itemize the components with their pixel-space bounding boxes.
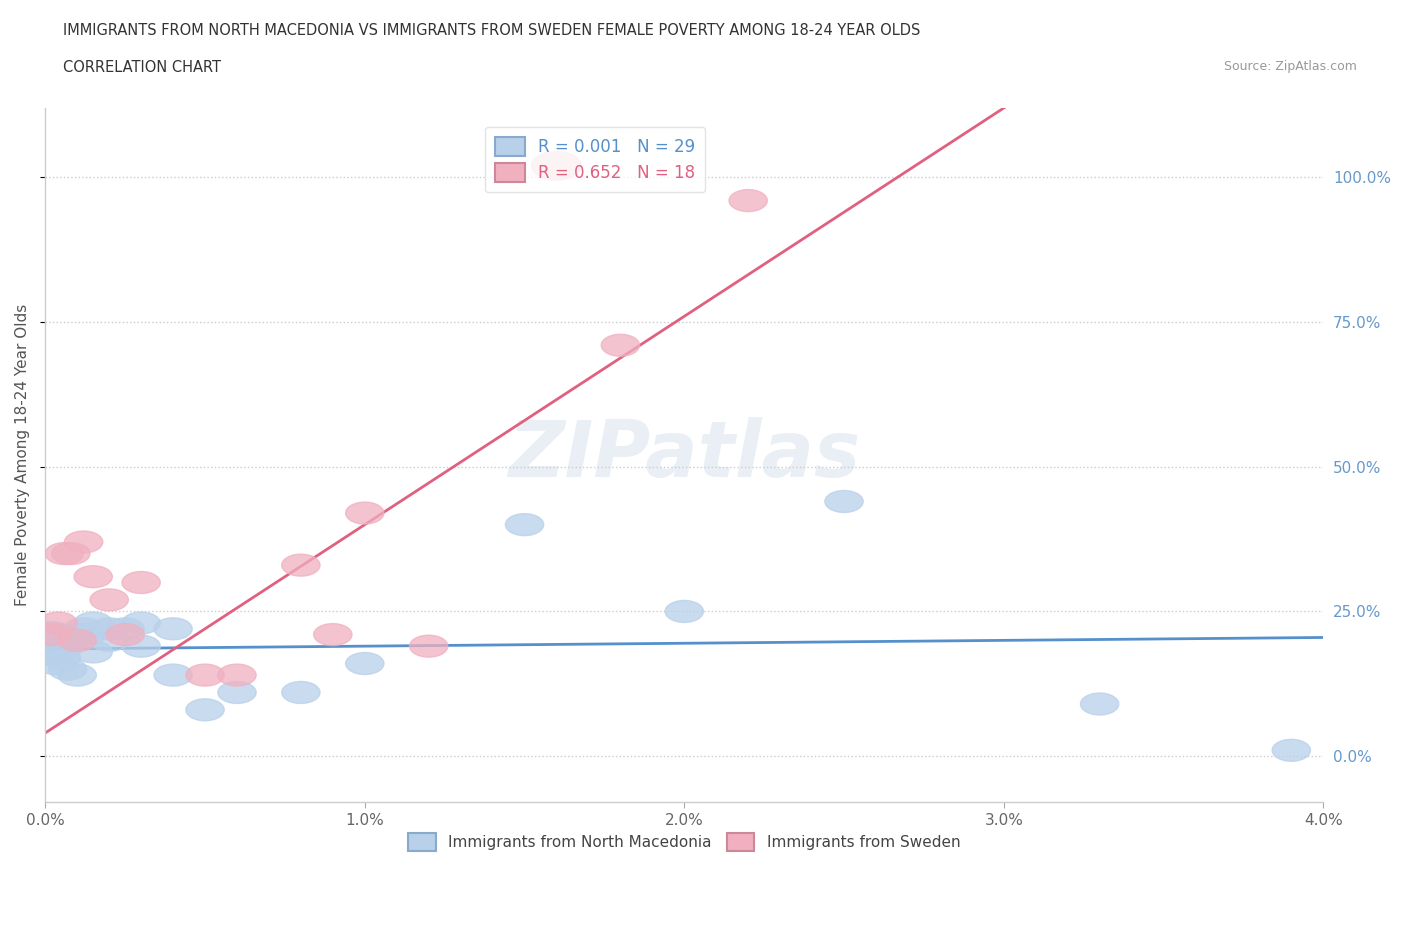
Ellipse shape [1272,739,1310,762]
Ellipse shape [58,624,97,645]
Ellipse shape [105,624,145,645]
Ellipse shape [42,646,80,669]
Y-axis label: Female Poverty Among 18-24 Year Olds: Female Poverty Among 18-24 Year Olds [15,304,30,606]
Ellipse shape [314,624,352,645]
Ellipse shape [13,621,83,665]
Ellipse shape [52,630,90,651]
Text: ZIPatlas: ZIPatlas [508,418,860,493]
Ellipse shape [67,624,105,645]
Ellipse shape [409,635,449,658]
Ellipse shape [186,698,224,721]
Ellipse shape [346,653,384,674]
Ellipse shape [122,612,160,634]
Ellipse shape [65,531,103,553]
Ellipse shape [281,682,321,703]
Text: CORRELATION CHART: CORRELATION CHART [63,60,221,75]
Ellipse shape [39,641,77,663]
Ellipse shape [32,624,70,645]
Ellipse shape [505,513,544,536]
Text: Source: ZipAtlas.com: Source: ZipAtlas.com [1223,60,1357,73]
Ellipse shape [45,635,83,658]
Ellipse shape [1080,693,1119,715]
Ellipse shape [281,554,321,576]
Ellipse shape [218,664,256,686]
Ellipse shape [531,152,582,180]
Ellipse shape [728,190,768,212]
Text: IMMIGRANTS FROM NORTH MACEDONIA VS IMMIGRANTS FROM SWEDEN FEMALE POVERTY AMONG 1: IMMIGRANTS FROM NORTH MACEDONIA VS IMMIG… [63,23,921,38]
Ellipse shape [665,601,703,622]
Ellipse shape [75,565,112,588]
Ellipse shape [65,618,103,640]
Ellipse shape [153,618,193,640]
Ellipse shape [153,664,193,686]
Legend: Immigrants from North Macedonia, Immigrants from Sweden: Immigrants from North Macedonia, Immigra… [402,828,966,857]
Ellipse shape [90,630,128,651]
Ellipse shape [75,641,112,663]
Ellipse shape [58,630,97,651]
Ellipse shape [52,542,90,565]
Ellipse shape [58,664,97,686]
Ellipse shape [48,658,87,680]
Ellipse shape [39,612,77,634]
Ellipse shape [45,542,83,565]
Ellipse shape [218,682,256,703]
Ellipse shape [75,612,112,634]
Ellipse shape [602,334,640,356]
Ellipse shape [105,618,145,640]
Ellipse shape [346,502,384,525]
Ellipse shape [186,664,224,686]
Ellipse shape [122,635,160,658]
Ellipse shape [90,618,128,640]
Ellipse shape [825,490,863,512]
Ellipse shape [90,589,128,611]
Ellipse shape [35,653,75,674]
Ellipse shape [122,572,160,593]
Ellipse shape [32,635,70,658]
